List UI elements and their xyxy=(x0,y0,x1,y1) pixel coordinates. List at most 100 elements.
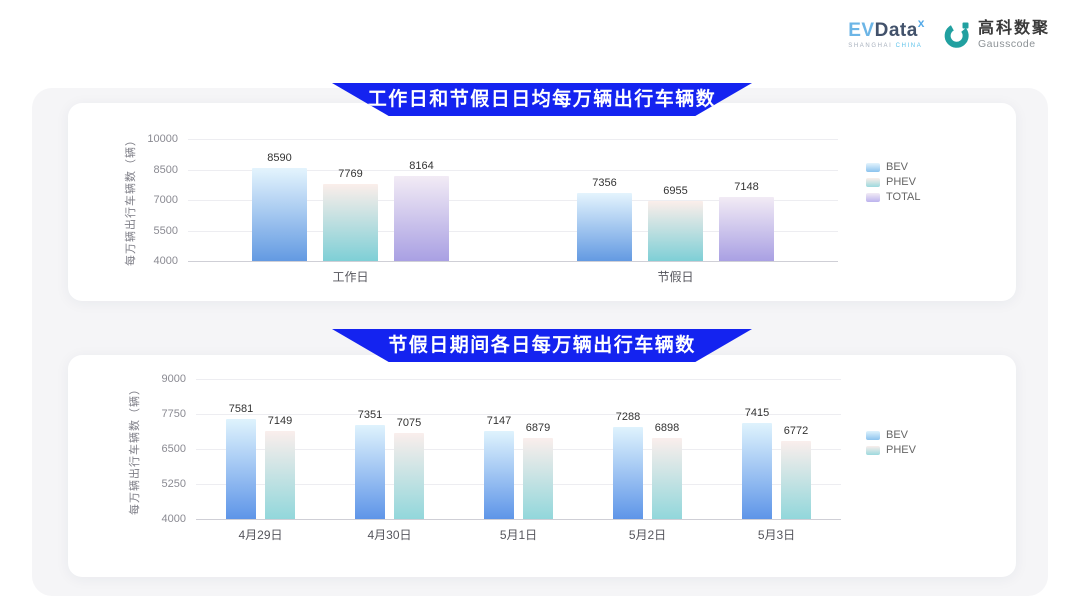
bar-PHEV-4月30日[interactable]: 7075 xyxy=(394,417,424,519)
y-tick-label: 4000 xyxy=(153,255,178,267)
bar-BEV-5月1日[interactable]: 7147 xyxy=(484,415,514,519)
gausscode-g-icon xyxy=(944,22,969,48)
bar-TOTAL-工作日[interactable]: 8164 xyxy=(394,160,449,261)
y-tick-label: 4000 xyxy=(161,513,186,525)
legend-swatch-BEV xyxy=(866,430,880,440)
bar-value-label: 8590 xyxy=(267,151,292,164)
bar-value-label: 6898 xyxy=(654,421,680,434)
x-axis-label-5月3日: 5月3日 xyxy=(757,528,796,542)
category-group-5月3日: 7415 6772 xyxy=(712,379,841,519)
category-group-工作日: 8590 7769 8164 xyxy=(188,139,513,261)
y-tick-label: 6500 xyxy=(161,443,186,455)
x-axis-label-5月2日: 5月2日 xyxy=(628,528,667,542)
bar-BEV-5月2日[interactable]: 7288 xyxy=(613,411,643,519)
legend-label-PHEV: PHEV xyxy=(886,176,916,188)
chart-title: 节假日期间各日每万辆出行车辆数 xyxy=(388,335,696,356)
legend-swatch-BEV xyxy=(866,162,880,172)
bar-BEV-节假日[interactable]: 7356 xyxy=(577,177,632,261)
evdata-subtext-shanghai: SHANGHAI xyxy=(848,43,893,49)
category-group-5月1日: 7147 6879 xyxy=(454,379,583,519)
bar-PHEV-4月29日[interactable]: 7149 xyxy=(265,415,295,519)
evdata-logo: EVDatax SHANGHAI CHINA xyxy=(848,17,925,49)
legend-item-PHEV[interactable]: PHEV xyxy=(866,444,916,456)
chart-holiday-daily: 每万辆出行车辆数（辆） 4000 5250 6500 7750 9000 7581 7149 7… xyxy=(68,355,1016,577)
x-axis-label-4月29日: 4月29日 xyxy=(238,528,283,542)
legend-swatch-TOTAL xyxy=(866,192,880,202)
legend-item-BEV[interactable]: BEV xyxy=(866,429,916,441)
y-tick-label: 10000 xyxy=(147,133,178,145)
legend-swatch-PHEV xyxy=(866,177,880,187)
bar-value-label: 7351 xyxy=(357,409,383,422)
bar-value-label: 7581 xyxy=(228,402,254,415)
x-axis-label-节假日: 节假日 xyxy=(657,270,694,284)
chart-title: 工作日和节假日日均每万辆出行车辆数 xyxy=(367,89,717,110)
bar-value-label: 6772 xyxy=(783,425,809,438)
legend-item-TOTAL[interactable]: TOTAL xyxy=(866,191,920,203)
x-axis-label-4月30日: 4月30日 xyxy=(367,528,412,542)
bar-value-label: 6955 xyxy=(663,184,688,197)
legend-item-BEV[interactable]: BEV xyxy=(866,161,920,173)
bar-BEV-4月29日[interactable]: 7581 xyxy=(226,403,256,519)
x-axis-labels: 4月29日 4月30日 5月1日 5月2日 5月3日 xyxy=(196,526,841,543)
gridline xyxy=(196,449,841,450)
chart-card-workday-holiday: 工作日和节假日日均每万辆出行车辆数 每万辆出行车辆数（辆） 4000 5500 700… xyxy=(68,83,1016,301)
y-tick-label: 8500 xyxy=(153,163,178,176)
legend-label-BEV: BEV xyxy=(886,161,909,173)
bar-PHEV-节假日[interactable]: 6955 xyxy=(648,185,703,261)
evdata-subtext-china: CHINA xyxy=(895,43,923,49)
category-group-4月30日: 7351 7075 xyxy=(325,379,454,519)
bars-container: 8590 7769 8164 7356 6955 7148 xyxy=(188,139,838,261)
bar-PHEV-5月2日[interactable]: 6898 xyxy=(652,422,682,519)
plot-area xyxy=(196,379,841,520)
bar-PHEV-5月1日[interactable]: 6879 xyxy=(523,422,553,519)
bar-value-label: 7147 xyxy=(486,414,512,427)
evdata-data-text: Data xyxy=(874,20,918,41)
chart-title-banner: 节假日期间各日每万辆出行车辆数 xyxy=(332,329,752,362)
bar-BEV-5月3日[interactable]: 7415 xyxy=(742,407,772,519)
legend-item-PHEV[interactable]: PHEV xyxy=(866,176,920,188)
bar-value-label: 7415 xyxy=(744,407,770,420)
legend-label-PHEV: PHEV xyxy=(886,444,916,456)
x-axis-label-5月1日: 5月1日 xyxy=(499,528,538,542)
chart-card-holiday-daily: 节假日期间各日每万辆出行车辆数 每万辆出行车辆数（辆） 4000 5250 6500 7… xyxy=(68,329,1016,577)
bars-container: 7581 7149 7351 7075 7147 6879 7288 6898 7415 6772 xyxy=(196,379,841,519)
y-tick-label: 7000 xyxy=(153,194,178,206)
bar-PHEV-工作日[interactable]: 7769 xyxy=(323,168,378,261)
bar-value-label: 7356 xyxy=(592,176,617,189)
bar-value-label: 7769 xyxy=(338,168,363,181)
gausscode-text: 高科数聚 Gausscode xyxy=(978,20,1050,50)
x-axis-labels: 工作日 节假日 xyxy=(188,268,838,285)
y-tick-label: 5250 xyxy=(161,478,186,490)
bar-PHEV-5月3日[interactable]: 6772 xyxy=(781,425,811,519)
bar-BEV-4月30日[interactable]: 7351 xyxy=(355,409,385,519)
legend-swatch-PHEV xyxy=(866,445,880,455)
bar-value-label: 7288 xyxy=(615,410,641,423)
gausscode-name-cn: 高科数聚 xyxy=(977,20,1050,38)
evdata-wordmark: EVDatax xyxy=(848,17,925,41)
gridline xyxy=(196,414,841,415)
gridline xyxy=(196,484,841,485)
bar-value-label: 7075 xyxy=(396,416,422,429)
gridline xyxy=(188,230,838,232)
evdata-subtext: SHANGHAI CHINA xyxy=(848,43,925,49)
bar-BEV-工作日[interactable]: 8590 xyxy=(252,152,307,261)
legend-label-TOTAL: TOTAL xyxy=(886,191,921,203)
bar-TOTAL-节假日[interactable]: 7148 xyxy=(719,181,774,261)
gausscode-name-en: Gausscode xyxy=(977,37,1036,50)
header: EVDatax SHANGHAI CHINA 高科数聚 Gausscode xyxy=(848,17,1050,50)
plot-area xyxy=(188,139,838,262)
y-tick-label: 7750 xyxy=(161,408,186,420)
x-axis-label-工作日: 工作日 xyxy=(332,270,369,284)
legend: BEV PHEV xyxy=(866,429,916,456)
y-tick-label: 5500 xyxy=(153,224,178,237)
gridline xyxy=(188,200,838,201)
bar-value-label: 8164 xyxy=(409,160,434,173)
bar-value-label: 6879 xyxy=(525,422,551,435)
gridline xyxy=(188,169,838,171)
category-group-节假日: 7356 6955 7148 xyxy=(513,139,838,261)
evdata-sup-x: x xyxy=(917,16,925,30)
legend-label-BEV: BEV xyxy=(886,429,909,441)
gridline xyxy=(196,379,841,380)
bar-value-label: 7148 xyxy=(734,181,759,193)
gausscode-logo: 高科数聚 Gausscode xyxy=(941,20,1050,50)
